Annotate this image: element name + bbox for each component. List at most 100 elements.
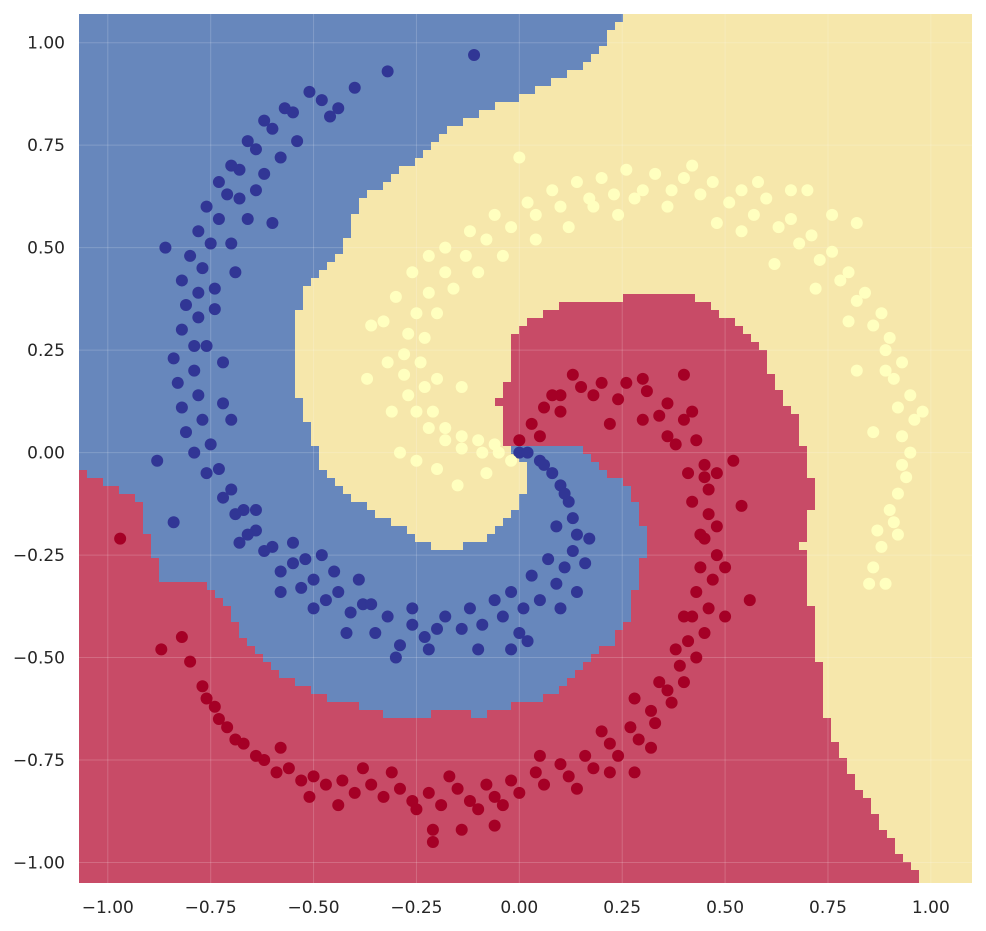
region-cell bbox=[807, 358, 816, 367]
region-cell bbox=[359, 182, 368, 191]
region-cell bbox=[287, 206, 296, 215]
region-cell bbox=[303, 102, 312, 111]
region-cell bbox=[623, 102, 632, 111]
region-cell bbox=[967, 198, 972, 207]
region-cell bbox=[887, 190, 896, 199]
region-cell bbox=[879, 182, 888, 191]
region-cell bbox=[95, 110, 104, 119]
region-cell bbox=[615, 246, 624, 255]
region-cell bbox=[591, 62, 600, 71]
region-cell bbox=[287, 326, 296, 335]
region-cell bbox=[671, 214, 680, 223]
region-cell bbox=[527, 310, 536, 319]
region-cell bbox=[103, 326, 112, 335]
region-cell bbox=[463, 342, 472, 351]
region-cell bbox=[623, 54, 632, 63]
region-cell bbox=[759, 126, 768, 135]
region-cell bbox=[423, 102, 432, 111]
region-cell bbox=[527, 110, 536, 119]
region-cell bbox=[631, 174, 640, 183]
region-cell bbox=[839, 46, 848, 55]
region-cell bbox=[559, 30, 568, 39]
region-cell bbox=[95, 286, 104, 295]
region-cell bbox=[151, 294, 160, 303]
region-cell bbox=[527, 174, 536, 183]
region-cell bbox=[567, 286, 576, 295]
region-cell bbox=[359, 262, 368, 271]
region-cell bbox=[647, 158, 656, 167]
region-cell bbox=[903, 30, 912, 39]
region-cell bbox=[367, 270, 376, 279]
region-cell bbox=[711, 38, 720, 47]
region-cell bbox=[199, 366, 208, 375]
region-cell bbox=[815, 302, 824, 311]
region-cell bbox=[455, 46, 464, 55]
region-cell bbox=[127, 278, 136, 287]
region-cell bbox=[703, 134, 712, 143]
region-cell bbox=[151, 174, 160, 183]
region-cell bbox=[463, 270, 472, 279]
region-cell bbox=[639, 174, 648, 183]
region-cell bbox=[967, 30, 972, 39]
region-cell bbox=[447, 358, 456, 367]
region-cell bbox=[903, 102, 912, 111]
region-cell bbox=[591, 318, 600, 327]
region-cell bbox=[663, 342, 672, 351]
region-cell bbox=[575, 38, 584, 47]
region-cell bbox=[159, 350, 168, 359]
region-cell bbox=[111, 94, 120, 103]
region-cell bbox=[559, 238, 568, 247]
region-cell bbox=[87, 334, 96, 343]
region-cell bbox=[191, 150, 200, 159]
region-cell bbox=[767, 46, 776, 55]
region-cell bbox=[319, 142, 328, 151]
region-cell bbox=[847, 230, 856, 239]
region-cell bbox=[871, 278, 880, 287]
region-cell bbox=[311, 270, 320, 279]
region-cell bbox=[711, 166, 720, 175]
region-cell bbox=[79, 126, 88, 135]
region-cell bbox=[847, 22, 856, 31]
region-cell bbox=[207, 62, 216, 71]
region-cell bbox=[87, 342, 96, 351]
region-cell bbox=[263, 222, 272, 231]
region-cell bbox=[935, 310, 944, 319]
region-cell bbox=[183, 22, 192, 31]
region-cell bbox=[511, 286, 520, 295]
region-cell bbox=[695, 334, 704, 343]
region-cell bbox=[207, 230, 216, 239]
region-cell bbox=[943, 262, 952, 271]
region-cell bbox=[575, 294, 584, 303]
region-cell bbox=[447, 342, 456, 351]
region-cell bbox=[103, 14, 112, 23]
region-cell bbox=[703, 238, 712, 247]
region-cell bbox=[855, 166, 864, 175]
region-cell bbox=[927, 326, 936, 335]
region-cell bbox=[263, 294, 272, 303]
region-cell bbox=[743, 166, 752, 175]
region-cell bbox=[167, 262, 176, 271]
region-cell bbox=[919, 94, 928, 103]
region-cell bbox=[775, 150, 784, 159]
region-cell bbox=[751, 302, 760, 311]
region-cell bbox=[583, 110, 592, 119]
region-cell bbox=[639, 70, 648, 79]
region-cell bbox=[535, 22, 544, 31]
region-cell bbox=[263, 198, 272, 207]
region-cell bbox=[95, 54, 104, 63]
region-cell bbox=[623, 206, 632, 215]
region-cell bbox=[311, 318, 320, 327]
region-cell bbox=[135, 166, 144, 175]
region-cell bbox=[439, 158, 448, 167]
region-cell bbox=[447, 86, 456, 95]
region-cell bbox=[159, 166, 168, 175]
region-cell bbox=[959, 278, 968, 287]
region-cell bbox=[487, 262, 496, 271]
region-cell bbox=[791, 118, 800, 127]
region-cell bbox=[719, 166, 728, 175]
region-cell bbox=[111, 342, 120, 351]
region-cell bbox=[703, 286, 712, 295]
region-cell bbox=[711, 342, 720, 351]
region-cell bbox=[831, 174, 840, 183]
region-cell bbox=[695, 62, 704, 71]
